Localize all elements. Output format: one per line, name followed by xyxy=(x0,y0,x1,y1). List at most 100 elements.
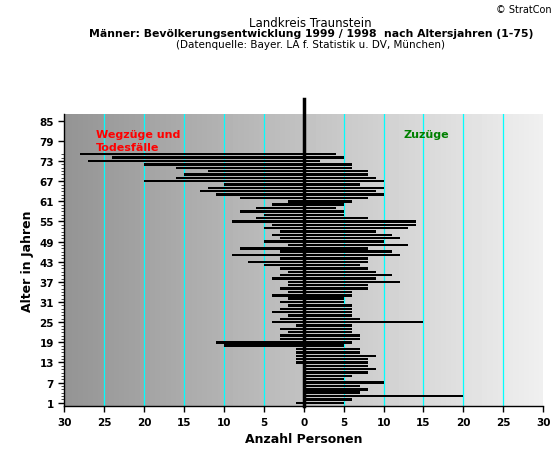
Bar xyxy=(304,361,367,364)
Bar xyxy=(288,298,304,300)
Bar xyxy=(304,338,360,341)
Bar xyxy=(240,211,304,213)
Bar xyxy=(304,311,352,313)
Bar xyxy=(304,274,391,277)
Bar xyxy=(304,180,384,183)
Bar xyxy=(304,190,376,193)
Bar xyxy=(280,274,304,277)
Bar xyxy=(200,190,304,193)
Bar xyxy=(304,204,344,207)
Bar xyxy=(304,187,384,190)
Bar xyxy=(304,365,367,367)
Bar xyxy=(272,278,304,280)
Bar xyxy=(232,254,304,257)
Bar xyxy=(304,398,352,401)
Bar xyxy=(80,154,304,156)
Bar xyxy=(296,355,304,357)
Bar xyxy=(304,241,384,243)
Bar xyxy=(288,304,304,307)
Bar xyxy=(272,311,304,313)
Bar xyxy=(256,207,304,210)
Bar xyxy=(144,164,304,166)
Bar xyxy=(184,174,304,176)
Bar xyxy=(304,218,367,220)
Bar xyxy=(304,177,376,179)
Bar xyxy=(304,335,360,337)
Bar xyxy=(304,221,416,223)
Bar xyxy=(296,325,304,327)
Bar xyxy=(280,318,304,320)
Bar xyxy=(304,197,367,200)
Bar xyxy=(304,378,344,381)
Bar xyxy=(304,207,335,210)
Bar xyxy=(304,352,360,354)
Bar xyxy=(272,295,304,297)
Bar xyxy=(304,325,352,327)
Bar xyxy=(304,308,352,310)
Bar xyxy=(304,371,367,374)
Bar xyxy=(304,392,360,394)
Bar xyxy=(304,237,399,240)
Text: Männer: Bevölkerungsentwicklung 1999 / 1998  nach Altersjahren (1-75): Männer: Bevölkerungsentwicklung 1999 / 1… xyxy=(88,28,533,39)
Bar xyxy=(304,402,344,404)
Bar xyxy=(304,257,367,260)
Bar xyxy=(304,268,367,270)
Bar xyxy=(304,251,391,253)
Bar xyxy=(304,291,352,293)
Bar xyxy=(304,154,335,156)
Bar xyxy=(280,257,304,260)
Bar xyxy=(288,201,304,203)
Bar xyxy=(216,341,304,344)
Bar xyxy=(288,281,304,284)
Bar xyxy=(288,244,304,246)
Bar xyxy=(280,237,304,240)
Bar xyxy=(304,375,352,377)
Bar xyxy=(304,381,384,384)
Bar xyxy=(296,358,304,360)
Bar xyxy=(304,295,352,297)
Bar xyxy=(304,298,344,300)
Bar xyxy=(304,368,376,370)
Text: © StratCon: © StratCon xyxy=(496,5,552,15)
Bar xyxy=(304,264,360,267)
Bar xyxy=(304,355,376,357)
Bar xyxy=(304,201,352,203)
Bar xyxy=(280,251,304,253)
Bar xyxy=(280,288,304,290)
Bar xyxy=(304,211,344,213)
Bar xyxy=(304,174,367,176)
Bar xyxy=(272,204,304,207)
Bar xyxy=(304,285,367,287)
Text: Wegzüge und
Todesfälle: Wegzüge und Todesfälle xyxy=(96,130,181,152)
Text: (Datenquelle: Bayer. LA f. Statistik u. DV, München): (Datenquelle: Bayer. LA f. Statistik u. … xyxy=(176,40,445,50)
Bar xyxy=(296,348,304,351)
Bar xyxy=(304,358,367,360)
Bar xyxy=(264,214,304,217)
Bar xyxy=(304,341,352,344)
Bar xyxy=(144,180,304,183)
Bar xyxy=(304,314,352,317)
Bar xyxy=(304,348,360,351)
Bar xyxy=(112,157,304,160)
Y-axis label: Alter in Jahren: Alter in Jahren xyxy=(21,210,34,311)
Text: Landkreis Traunstein: Landkreis Traunstein xyxy=(250,17,372,30)
Bar xyxy=(304,288,367,290)
Bar xyxy=(296,361,304,364)
Bar xyxy=(304,304,352,307)
Bar xyxy=(304,184,360,186)
Bar xyxy=(224,184,304,186)
Bar xyxy=(272,321,304,324)
Bar xyxy=(304,395,463,397)
Bar xyxy=(280,231,304,233)
Bar xyxy=(88,161,304,163)
Bar xyxy=(280,301,304,303)
Bar xyxy=(304,328,352,330)
Bar xyxy=(304,161,320,163)
Bar xyxy=(232,221,304,223)
Bar xyxy=(304,281,399,284)
Bar xyxy=(304,170,367,173)
Bar xyxy=(304,231,376,233)
Bar xyxy=(304,254,399,257)
Bar xyxy=(304,385,360,387)
Bar xyxy=(304,167,352,169)
